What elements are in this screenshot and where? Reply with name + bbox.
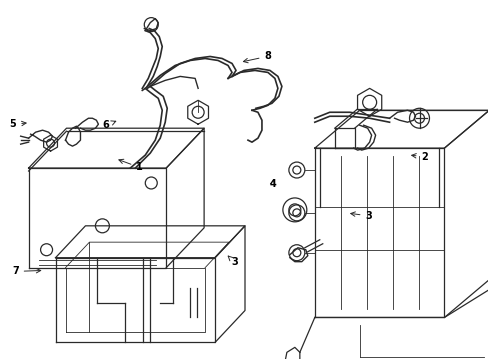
Text: 4: 4 [269,179,276,189]
Text: 3: 3 [228,256,238,267]
Text: 5: 5 [9,120,26,129]
Text: 1: 1 [119,159,143,172]
Text: 7: 7 [12,266,41,276]
Text: 6: 6 [102,121,116,130]
Text: 2: 2 [411,152,427,162]
Text: 3: 3 [350,211,371,221]
Text: 8: 8 [243,51,271,63]
